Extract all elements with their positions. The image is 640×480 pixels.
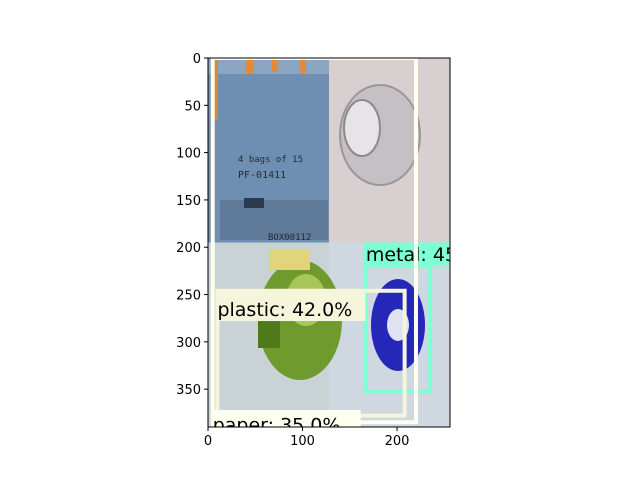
glass-bowl-detail bbox=[339, 84, 421, 186]
detection-tag-0 bbox=[363, 242, 450, 267]
svg-text:BOX00112: BOX00112 bbox=[268, 233, 311, 243]
y-tick-label-0: 0 bbox=[193, 52, 201, 67]
x-tick-label-0: 0 bbox=[204, 434, 212, 449]
detection-label-2: paper: 35.0% bbox=[213, 414, 341, 436]
x-tick-label-2: 200 bbox=[385, 434, 410, 449]
y-tick-label-6: 300 bbox=[176, 336, 201, 351]
svg-text:4 bags of 15: 4 bags of 15 bbox=[238, 155, 303, 165]
y-tick-label-1: 50 bbox=[184, 99, 201, 114]
detection-tag-2 bbox=[210, 409, 361, 427]
svg-text:PF-01411: PF-01411 bbox=[238, 170, 286, 181]
x-tick-label-1: 100 bbox=[290, 434, 315, 449]
detection-label-0: metal: 45% bbox=[366, 244, 475, 266]
detection-tag-1 bbox=[215, 291, 366, 322]
axes-frame bbox=[207, 57, 451, 428]
y-tick-label-3: 150 bbox=[176, 194, 201, 209]
x-axis: 0 100 200 bbox=[204, 427, 410, 449]
detections: metal: 45% plastic: 42.0% paper: 35.0% bbox=[210, 58, 475, 436]
y-tick-label-4: 200 bbox=[176, 241, 201, 256]
y-axis: 0 50 100 150 200 250 300 350 bbox=[176, 52, 208, 398]
detection-label-1: plastic: 42.0% bbox=[217, 299, 352, 321]
y-tick-label-5: 250 bbox=[176, 289, 201, 304]
cardboard-box-detail: 4 bags of 15 PF-01411 BOX00112 bbox=[208, 58, 329, 243]
y-tick-label-2: 100 bbox=[176, 147, 201, 162]
y-tick-label-7: 350 bbox=[176, 383, 201, 398]
